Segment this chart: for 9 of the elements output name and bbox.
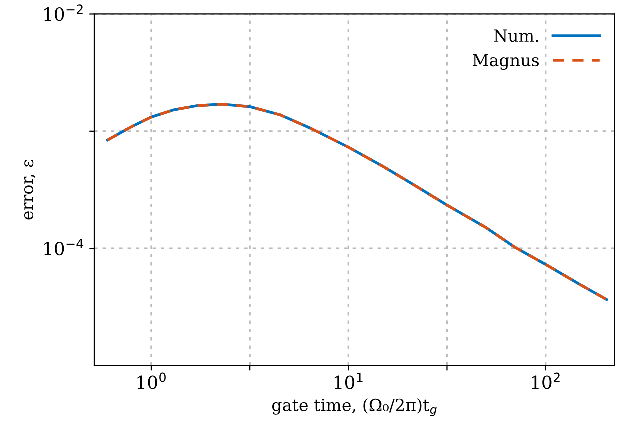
legend-label: Magnus — [473, 54, 540, 70]
x-tick-label: 10$^{0}$ — [138, 372, 166, 390]
x-axis-title: gate time, (Ω₀/2π)t$_{g}$ — [272, 398, 437, 416]
x-tick-label: 10$^{1}$ — [334, 372, 363, 390]
legend-label: Num. — [494, 30, 538, 42]
y-tick-label: 10$^{−2}$ — [44, 4, 83, 22]
y-axis-title: error, ε — [24, 160, 36, 220]
y-tick-label: 10$^{−4}$ — [44, 239, 84, 256]
x-tick-label: 10$^{2}$ — [532, 372, 560, 390]
